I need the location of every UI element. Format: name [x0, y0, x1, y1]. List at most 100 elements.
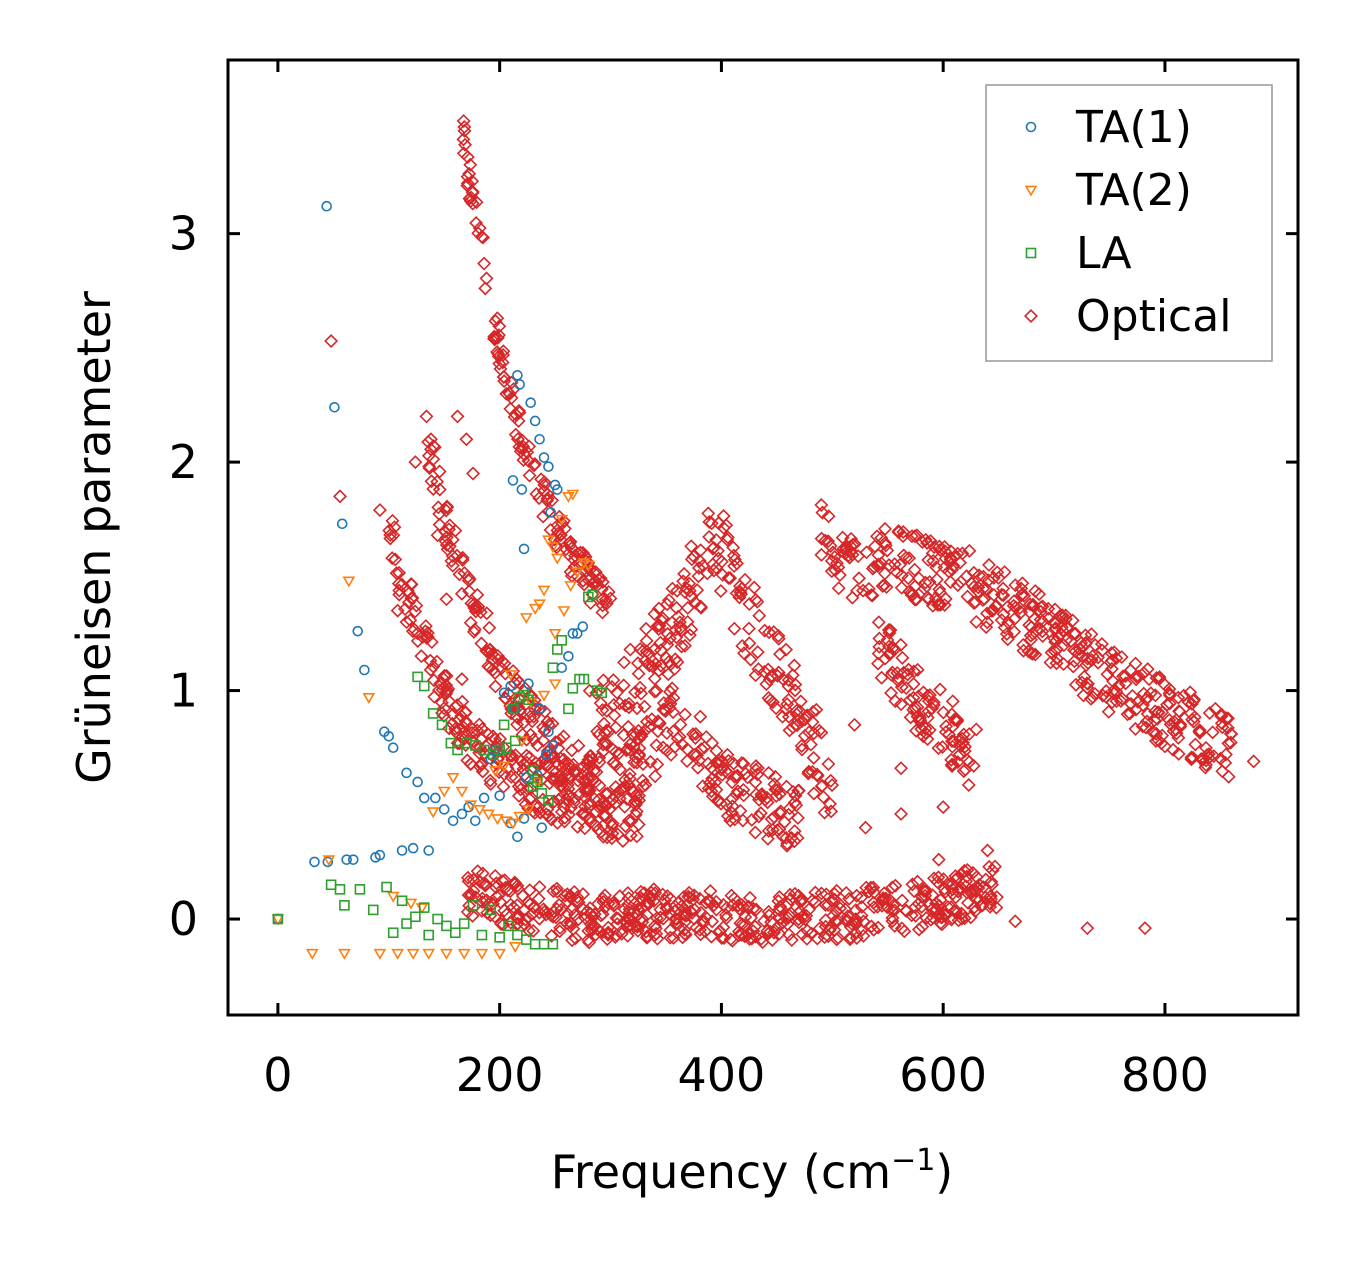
- data-point: [399, 615, 414, 630]
- data-point: [577, 621, 589, 632]
- optical-point: [765, 695, 780, 710]
- optical-point: [912, 714, 927, 729]
- data-point: [407, 842, 419, 854]
- optical-point: [883, 623, 898, 638]
- optical-point: [414, 649, 429, 664]
- optical-point: [592, 755, 607, 770]
- data-point: [469, 815, 481, 827]
- optical-point: [1163, 717, 1178, 732]
- optical-point: [829, 883, 844, 898]
- optical-point: [452, 567, 467, 582]
- optical-point: [545, 764, 560, 779]
- optical-point: [887, 903, 902, 918]
- optical-point: [495, 355, 510, 370]
- optical-point: [606, 697, 621, 712]
- optical-point: [522, 468, 537, 483]
- optical-point: [695, 779, 710, 794]
- optical-point: [907, 529, 922, 544]
- optical-point: [864, 919, 879, 934]
- data-point: [478, 792, 490, 804]
- optical-point: [1148, 688, 1163, 703]
- optical-point: [620, 911, 635, 926]
- optical-point: [591, 799, 606, 814]
- optical-point: [865, 561, 880, 576]
- optical-point: [980, 606, 994, 621]
- optical-point: [885, 914, 900, 929]
- optical-point: [586, 764, 601, 779]
- optical-point: [803, 737, 818, 752]
- data-point: [571, 628, 583, 639]
- optical-point: [783, 892, 798, 907]
- data-point: [347, 854, 359, 865]
- data-point: [563, 651, 574, 662]
- optical-point: [609, 911, 624, 925]
- x-tick-label: 200: [456, 1048, 544, 1102]
- optical-point: [1000, 632, 1015, 647]
- optical-point: [906, 702, 921, 717]
- optical-point: [1173, 719, 1188, 734]
- data-point: [498, 687, 510, 699]
- optical-point: [757, 623, 772, 638]
- optical-point: [664, 747, 679, 762]
- optical-point: [1007, 612, 1022, 627]
- optical-point: [465, 725, 480, 740]
- optical-point: [658, 893, 672, 908]
- optical-point: [784, 933, 799, 948]
- data-point: [324, 334, 339, 348]
- optical-point: [1116, 669, 1130, 684]
- optical-point: [511, 910, 526, 925]
- optical-point: [896, 525, 911, 539]
- optical-point: [647, 606, 662, 621]
- optical-point: [669, 916, 684, 931]
- optical-point: [634, 901, 649, 916]
- optical-point: [1048, 615, 1063, 630]
- optical-point: [666, 705, 681, 720]
- optical-point: [936, 705, 951, 720]
- optical-point: [905, 877, 920, 892]
- optical-point: [827, 886, 842, 901]
- data-point: [456, 808, 468, 820]
- optical-point: [1162, 682, 1177, 696]
- optical-point: [908, 908, 923, 923]
- optical-point: [779, 702, 794, 717]
- optical-point: [588, 818, 603, 833]
- optical-point: [466, 624, 481, 639]
- optical-point: [472, 759, 487, 774]
- optical-point: [521, 453, 536, 468]
- legend: TA(1) TA(2) LA Optical: [985, 84, 1273, 362]
- optical-point: [779, 830, 794, 845]
- optical-point: [916, 685, 931, 700]
- optical-point: [1046, 615, 1061, 630]
- plot-area: [271, 114, 1261, 960]
- optical-point: [828, 563, 843, 578]
- optical-point: [438, 524, 453, 539]
- optical-point: [513, 782, 528, 797]
- optical-point: [977, 591, 992, 606]
- optical-point: [824, 920, 839, 935]
- optical-point: [755, 935, 770, 950]
- optical-point: [460, 176, 475, 191]
- data-point: [537, 690, 551, 702]
- optical-point: [476, 230, 491, 245]
- optical-point: [986, 570, 1001, 585]
- data-point: [401, 767, 412, 779]
- optical-point: [1202, 705, 1217, 720]
- data-point: [582, 560, 595, 572]
- optical-point: [706, 563, 721, 578]
- data-point: [537, 585, 551, 597]
- optical-point: [675, 737, 690, 752]
- optical-point: [966, 579, 981, 594]
- optical-point: [521, 923, 536, 938]
- optical-point: [748, 668, 763, 683]
- optical-point: [522, 883, 537, 898]
- optical-point: [520, 781, 535, 796]
- data-point: [522, 804, 535, 816]
- optical-point: [933, 682, 948, 697]
- optical-point: [510, 717, 525, 732]
- data-point: [305, 948, 319, 960]
- optical-point: [515, 433, 530, 448]
- optical-point: [725, 775, 740, 790]
- optical-point: [467, 600, 482, 615]
- data-point: [338, 948, 351, 960]
- optical-point: [581, 933, 596, 948]
